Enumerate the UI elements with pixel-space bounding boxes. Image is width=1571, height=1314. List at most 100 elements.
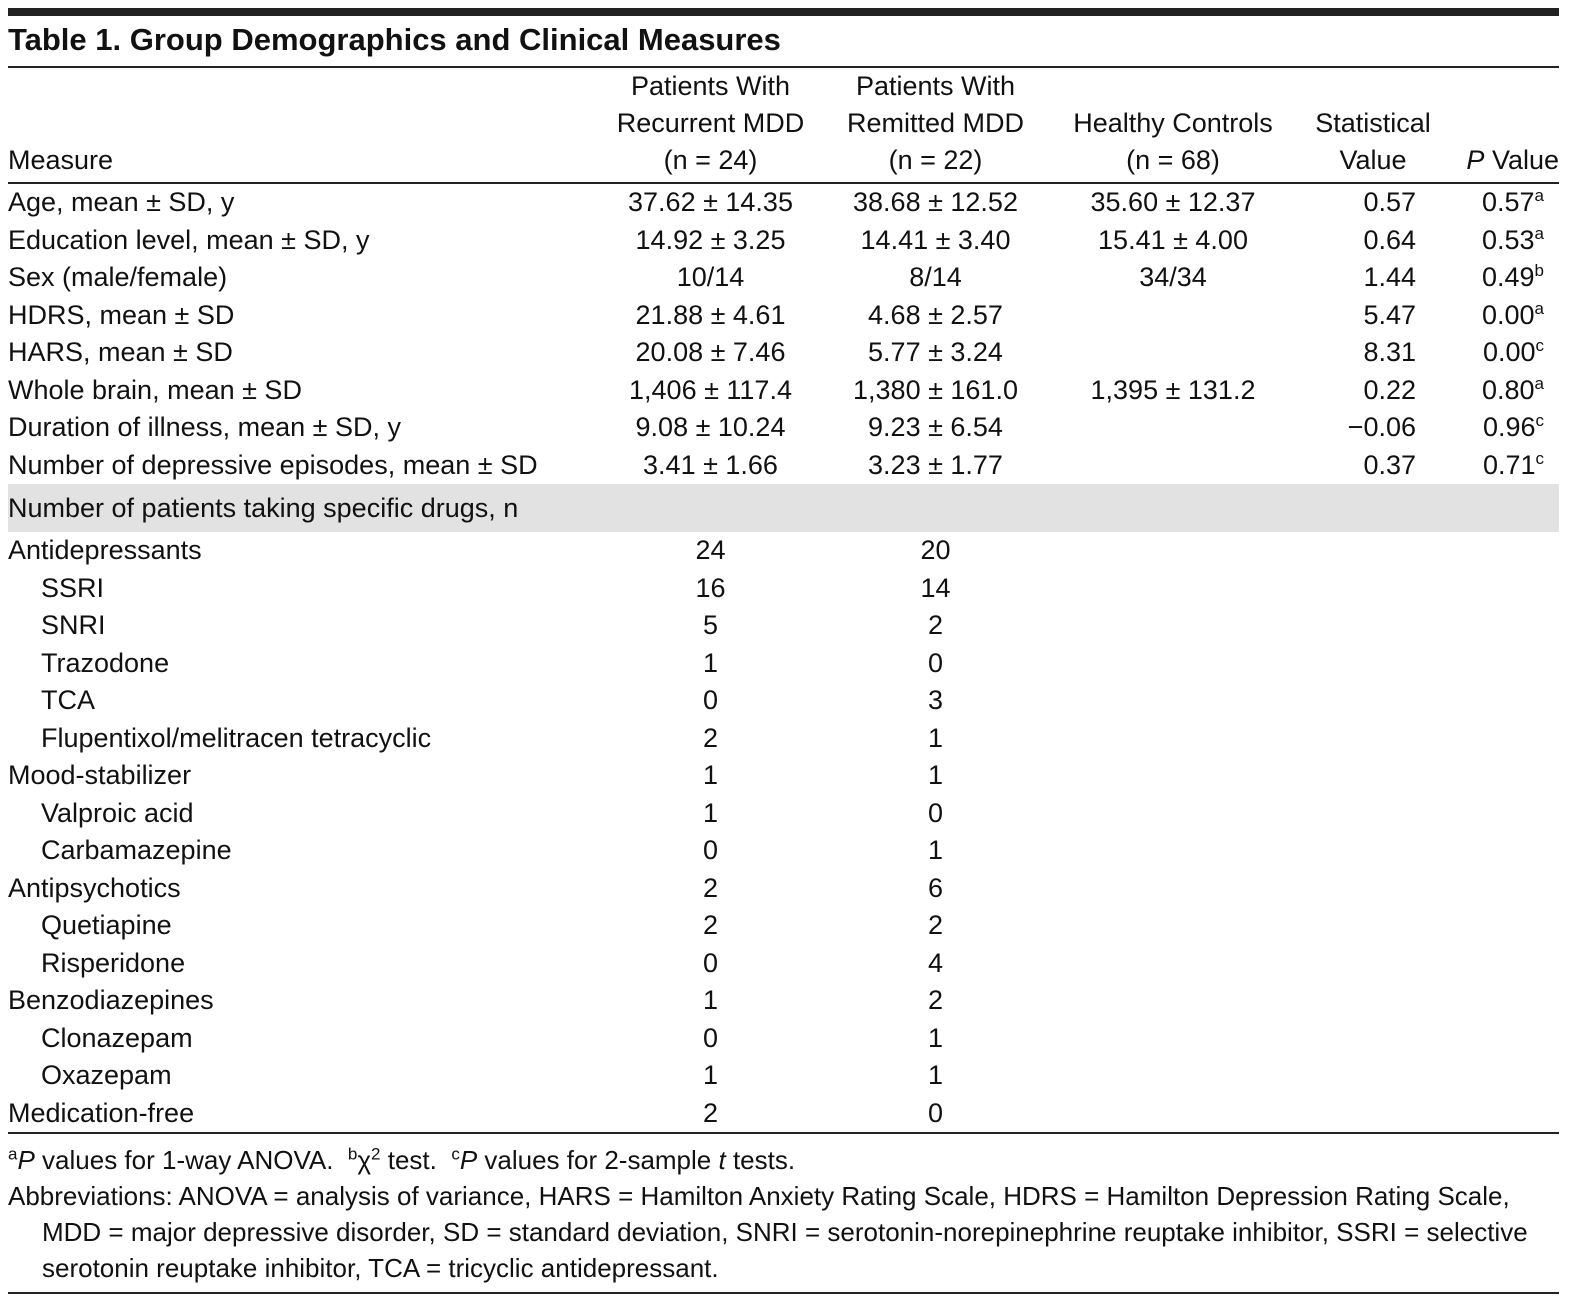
header-cell: Statistical Value xyxy=(1298,67,1448,184)
drug-name: Benzodiazepines xyxy=(8,985,214,1016)
table-cell: HARS, mean ± SD xyxy=(8,334,598,372)
drug-name: Quetiapine xyxy=(41,910,172,941)
drug-row: Valproic acid 1 0 xyxy=(8,795,1559,833)
table-cell: Whole brain, mean ± SD xyxy=(8,372,598,410)
table-row: Education level, mean ± SD, y 14.92 ± 3.2… xyxy=(8,222,1559,260)
table-cell: 1,395 ± 131.2 xyxy=(1048,372,1298,410)
empty-cell xyxy=(1048,982,1298,1020)
empty-cell xyxy=(1448,795,1559,833)
table-cell: 1,380 ± 161.0 xyxy=(823,372,1048,410)
measure-value: Whole brain, mean ± SD xyxy=(8,374,302,405)
table-cell xyxy=(1048,334,1298,372)
header-text: (n = 24) xyxy=(663,145,758,175)
table-cell: HDRS, mean ± SD xyxy=(8,297,598,335)
footnote-text: Abbreviations: ANOVA = analysis of varia… xyxy=(8,1181,1535,1283)
header-text: Patients With xyxy=(855,71,1016,101)
drug-row: Medication-free 2 0 xyxy=(8,1095,1559,1134)
table-cell xyxy=(1048,297,1298,335)
drug-row: SSRI 16 14 xyxy=(8,570,1559,608)
table-body: Age, mean ± SD, y 37.62 ± 14.35 38.68 ± 12… xyxy=(8,183,1559,1133)
remitted-value: 4.68 ± 2.57 xyxy=(868,299,1003,330)
table-cell: 8/14 xyxy=(823,259,1048,297)
table-cell: 8.31 xyxy=(1298,334,1448,372)
footnote-text: tests. xyxy=(725,1145,796,1175)
empty-cell xyxy=(1448,607,1559,645)
drug-count: 1 xyxy=(927,722,944,753)
footnote-marker: a xyxy=(1534,223,1544,243)
empty-cell xyxy=(1298,757,1448,795)
drug-count: 2 xyxy=(702,722,719,753)
drug-count: 2 xyxy=(702,872,719,903)
empty-cell xyxy=(1298,1095,1448,1134)
data-table: Measure Patients With Recurrent MDD (n = 24… xyxy=(8,66,1559,1134)
drug-row: SNRI 5 2 xyxy=(8,607,1559,645)
empty-cell xyxy=(1448,1095,1559,1134)
empty-cell xyxy=(1298,795,1448,833)
table-cell: 0.71c xyxy=(1448,447,1559,485)
header-cell: Healthy Controls (n = 68) xyxy=(1048,67,1298,184)
drug-row: Mood-stabilizer 1 1 xyxy=(8,757,1559,795)
empty-cell xyxy=(1048,720,1298,758)
drug-row: Risperidone 0 4 xyxy=(8,945,1559,983)
header-line: (n = 22) xyxy=(823,142,1048,179)
controls-value: 35.60 ± 12.37 xyxy=(1090,187,1256,218)
drug-name: Trazodone xyxy=(41,647,170,678)
drug-name: Mood-stabilizer xyxy=(8,760,192,791)
table-cell: 5.77 ± 3.24 xyxy=(823,334,1048,372)
drug-row: Carbamazepine 0 1 xyxy=(8,832,1559,870)
statistic-value: 8.31 xyxy=(1363,337,1416,368)
header-line: (n = 24) xyxy=(598,142,823,179)
footnote-text: t xyxy=(718,1145,726,1175)
empty-cell xyxy=(1448,682,1559,720)
empty-cell xyxy=(1048,795,1298,833)
header-line: (n = 68) xyxy=(1048,142,1298,179)
drug-row: Oxazepam 1 1 xyxy=(8,1057,1559,1095)
header-line: P Value xyxy=(1448,142,1559,179)
remitted-value: 8/14 xyxy=(909,262,962,293)
empty-cell xyxy=(1048,1057,1298,1095)
empty-cell xyxy=(1448,832,1559,870)
drug-name: Oxazepam xyxy=(41,1060,172,1091)
empty-cell xyxy=(1298,720,1448,758)
empty-cell xyxy=(1048,645,1298,683)
footnote: Abbreviations: ANOVA = analysis of varia… xyxy=(8,1178,1559,1286)
header-text: Patients With xyxy=(630,71,791,101)
recurrent-value: 10/14 xyxy=(676,262,745,293)
drug-count: 1 xyxy=(927,760,944,791)
header-cell: P Value xyxy=(1448,67,1559,184)
drug-count: 1 xyxy=(702,1060,719,1091)
table-cell: 0.80a xyxy=(1448,372,1559,410)
recurrent-value: 14.92 ± 3.25 xyxy=(635,224,786,255)
footnote-marker: c xyxy=(1535,336,1545,356)
drug-count: 6 xyxy=(927,872,944,903)
header-text: Remitted MDD xyxy=(846,108,1025,138)
table-row: Number of depressive episodes, mean ± SD… xyxy=(8,447,1559,485)
footnote-text: a xyxy=(8,1144,18,1164)
drug-row: Benzodiazepines 1 2 xyxy=(8,982,1559,1020)
table-cell: 37.62 ± 14.35 xyxy=(598,183,823,222)
p-value: 0.57 xyxy=(1481,187,1535,218)
footnotes: aP values for 1-way ANOVA. bχ2 test. cP … xyxy=(8,1134,1559,1294)
empty-cell xyxy=(1448,645,1559,683)
p-value: 0.71 xyxy=(1482,449,1536,480)
empty-cell xyxy=(1298,645,1448,683)
p-value: 0.53 xyxy=(1481,224,1535,255)
drug-count: 1 xyxy=(702,797,719,828)
statistic-value: 0.57 xyxy=(1363,187,1416,218)
table-cell: 0.49b xyxy=(1448,259,1559,297)
empty-cell xyxy=(1448,570,1559,608)
table-title: Table 1. Group Demographics and Clinical… xyxy=(8,22,781,57)
table-cell: Number of depressive episodes, mean ± SD xyxy=(8,447,598,485)
controls-value: 34/34 xyxy=(1139,262,1207,293)
drug-count: 4 xyxy=(927,947,944,978)
header-line: Value xyxy=(1298,142,1448,179)
empty-cell xyxy=(1448,757,1559,795)
empty-cell xyxy=(1048,757,1298,795)
footnote-text: 2 xyxy=(371,1144,381,1164)
empty-cell xyxy=(1298,1020,1448,1058)
drug-count: 24 xyxy=(695,535,726,566)
statistic-value: 0.64 xyxy=(1363,224,1416,255)
table-cell: 34/34 xyxy=(1048,259,1298,297)
measure-value: Number of depressive episodes, mean ± SD xyxy=(8,449,538,480)
drug-count: 20 xyxy=(920,535,951,566)
